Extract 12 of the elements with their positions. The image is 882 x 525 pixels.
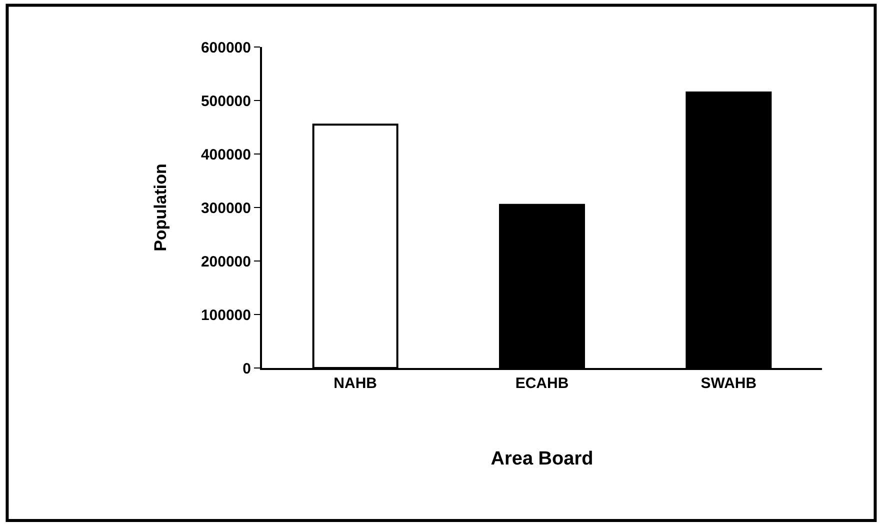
x-axis-title: Area Board	[490, 448, 594, 470]
y-tick-label: 200000	[200, 253, 251, 270]
x-tick-label: ECAHB	[515, 375, 569, 392]
y-tick-label: 400000	[200, 146, 251, 164]
y-tick-label: 0	[242, 360, 251, 378]
y-tick-label: 300000	[200, 200, 251, 217]
x-tick-label: SWAHB	[700, 375, 757, 392]
x-tick-label: NAHB	[334, 375, 378, 392]
y-tick-label: 100000	[200, 306, 251, 324]
y-tick-label: 600000	[200, 39, 251, 56]
y-axis-title: Population	[150, 164, 170, 252]
y-tick-label: 500000	[200, 92, 251, 110]
